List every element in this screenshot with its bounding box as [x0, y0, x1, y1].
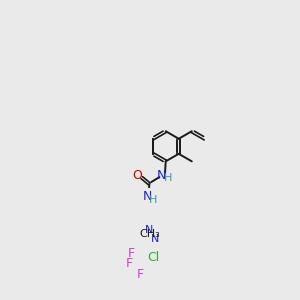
Text: O: O: [133, 169, 142, 182]
Text: N: N: [157, 169, 167, 182]
Text: Cl: Cl: [147, 250, 160, 264]
Text: N: N: [151, 234, 159, 244]
Text: F: F: [137, 268, 144, 281]
Text: F: F: [128, 248, 135, 260]
Text: F: F: [126, 257, 133, 270]
Text: N: N: [145, 225, 153, 236]
Text: H: H: [164, 173, 172, 183]
Text: CH₃: CH₃: [139, 230, 160, 239]
Text: N: N: [143, 190, 152, 203]
Text: H: H: [149, 195, 157, 205]
